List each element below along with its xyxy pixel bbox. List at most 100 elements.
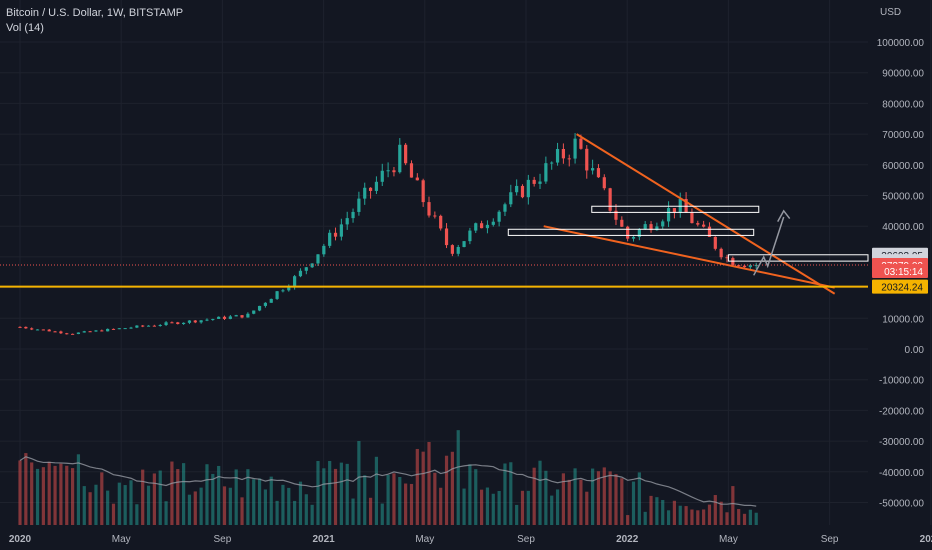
volume-bars [18, 430, 758, 525]
volume-bar [47, 461, 51, 525]
volume-bar [205, 464, 209, 525]
volume-bar [532, 467, 536, 525]
candle [719, 248, 723, 258]
volume-bar [526, 490, 530, 525]
candle [742, 265, 747, 268]
candle [41, 329, 45, 331]
candle [398, 144, 402, 173]
volume-bar [117, 482, 121, 525]
volume-bar [281, 484, 285, 525]
volume-bar [561, 473, 565, 525]
candle [596, 168, 601, 178]
candle [585, 148, 589, 171]
candle [707, 226, 712, 237]
volume-bar [374, 456, 379, 525]
volume-bar [450, 451, 454, 525]
candle [462, 241, 466, 248]
volume-bar [187, 494, 192, 525]
volume-bar [655, 497, 659, 525]
volume-bar [404, 483, 408, 525]
candle [614, 210, 618, 220]
volume-bar [217, 465, 221, 525]
candle [106, 328, 110, 332]
price-tick-label: 50000.00 [882, 192, 924, 203]
candle [141, 325, 145, 327]
volume-bar [468, 464, 472, 525]
candle [333, 232, 338, 237]
candle [561, 148, 565, 159]
candle [228, 316, 232, 319]
candle [368, 187, 373, 191]
candle [386, 170, 390, 172]
volume-bar [591, 468, 595, 525]
candle [485, 224, 490, 229]
volume-bar [596, 471, 601, 525]
price-label-bg [872, 279, 928, 294]
candle [18, 326, 22, 328]
price-label-bg [872, 264, 928, 279]
candle [117, 328, 121, 330]
candle [374, 181, 379, 191]
volume-bar [392, 473, 396, 525]
volume-bar [363, 475, 367, 525]
volume-bar [24, 453, 28, 525]
candle [246, 313, 250, 318]
candle [240, 315, 244, 318]
volume-bar [82, 486, 86, 525]
candle [47, 329, 51, 332]
price-tick-label: -10000.00 [879, 376, 924, 387]
volume-bar [70, 468, 75, 525]
candle [479, 223, 484, 229]
volume-bar [573, 468, 577, 525]
price-tick-label: 60000.00 [882, 161, 924, 172]
volume-bar [433, 472, 437, 525]
volume-bar [339, 462, 343, 525]
candle [187, 320, 192, 323]
candle [392, 170, 396, 173]
price-tick-label: -40000.00 [879, 468, 924, 479]
candle [608, 188, 612, 211]
price-tick-label: 0.00 [905, 345, 925, 356]
candle [94, 330, 98, 332]
volume-bar [106, 490, 110, 525]
candle [532, 179, 536, 184]
candle [182, 322, 186, 325]
candle [713, 236, 717, 249]
candle [152, 325, 156, 327]
time-tick-label: 2021 [312, 534, 335, 545]
volume-bar [474, 469, 478, 525]
candle [409, 163, 414, 178]
volume-bar [415, 448, 419, 525]
volume-bar [176, 469, 180, 525]
volume-bar [503, 463, 507, 525]
volume-bar [193, 491, 197, 525]
volume-bar [304, 494, 308, 525]
time-axis[interactable]: 2020MaySep2021MaySep2022MaySep2023MaySep… [9, 534, 932, 545]
candle [415, 177, 419, 181]
candle [158, 325, 162, 327]
drawings[interactable] [0, 133, 869, 295]
candle [631, 236, 636, 239]
candle [544, 163, 548, 182]
volume-bar [520, 490, 525, 525]
volume-indicator-label[interactable]: Vol (14) [6, 22, 44, 34]
volume-bar [661, 499, 665, 525]
symbol-title[interactable]: Bitcoin / U.S. Dollar, 1W, BITSTAMP [6, 7, 184, 19]
volume-bar [567, 479, 571, 525]
arrow-head [777, 209, 791, 222]
candle [520, 185, 525, 198]
volume-bar [649, 495, 653, 525]
candle [129, 327, 133, 329]
candle [287, 286, 291, 291]
volume-bar [100, 472, 104, 525]
candle [111, 328, 116, 330]
candle [491, 221, 495, 225]
target-box [727, 254, 869, 262]
time-tick-label: May [112, 534, 131, 545]
volume-bar [643, 511, 647, 525]
wedge-lower-trendline [543, 225, 835, 289]
volume-bar [164, 501, 168, 525]
volume-bar [479, 489, 484, 525]
volume-bar [199, 487, 203, 525]
